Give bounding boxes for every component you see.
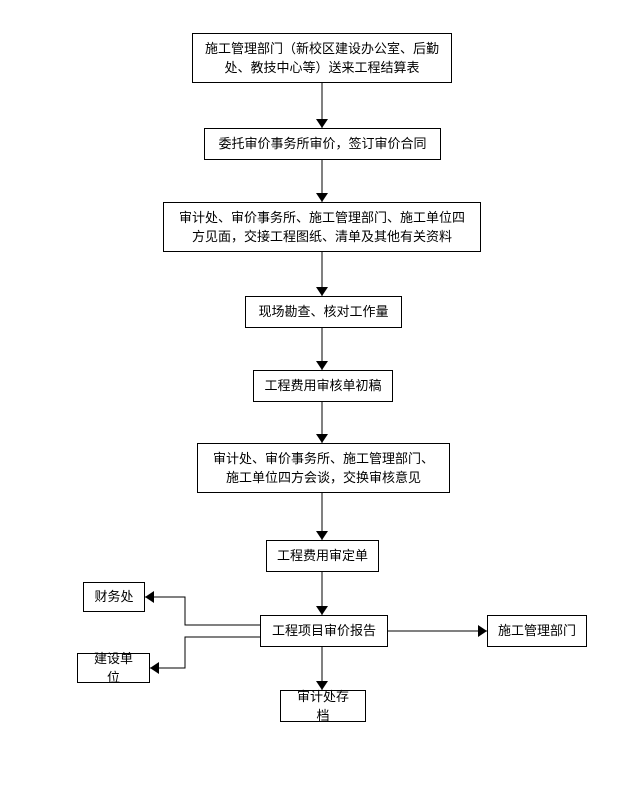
flowchart-node-n12: 施工管理部门 <box>487 615 587 647</box>
node-label: 工程项目审价报告 <box>272 621 376 641</box>
node-label: 现场勘查、核对工作量 <box>258 302 388 322</box>
node-label: 财务处 <box>94 587 133 607</box>
flowchart-node-n9: 审计处存档 <box>280 690 366 722</box>
node-label: 审计处、审价事务所、施工管理部门、施工单位四方见面，交接工程图纸、清单及其他有关… <box>174 208 470 247</box>
node-label: 施工管理部门 <box>498 621 576 641</box>
node-label: 施工管理部门（新校区建设办公室、后勤处、教技中心等）送来工程结算表 <box>203 39 441 78</box>
flowchart-node-n8: 工程项目审价报告 <box>260 615 388 647</box>
flowchart-node-n4: 现场勘查、核对工作量 <box>245 296 402 328</box>
node-label: 工程费用审定单 <box>277 546 368 566</box>
flowchart-node-n10: 财务处 <box>83 582 145 612</box>
node-label: 审计处、审价事务所、施工管理部门、施工单位四方会谈，交换审核意见 <box>208 449 439 488</box>
flowchart-node-n1: 施工管理部门（新校区建设办公室、后勤处、教技中心等）送来工程结算表 <box>192 33 452 83</box>
node-label: 建设单位 <box>88 649 139 688</box>
node-label: 委托审价事务所审价，签订审价合同 <box>218 134 426 154</box>
flowchart-node-n3: 审计处、审价事务所、施工管理部门、施工单位四方见面，交接工程图纸、清单及其他有关… <box>163 202 481 252</box>
flowchart-node-n7: 工程费用审定单 <box>266 540 379 572</box>
flowchart-node-n6: 审计处、审价事务所、施工管理部门、施工单位四方会谈，交换审核意见 <box>197 443 450 493</box>
flowchart-node-n11: 建设单位 <box>77 653 150 683</box>
node-label: 工程费用审核单初稿 <box>264 376 381 396</box>
flowchart-node-n5: 工程费用审核单初稿 <box>253 370 393 402</box>
node-label: 审计处存档 <box>291 687 355 726</box>
flowchart-node-n2: 委托审价事务所审价，签订审价合同 <box>204 128 441 160</box>
